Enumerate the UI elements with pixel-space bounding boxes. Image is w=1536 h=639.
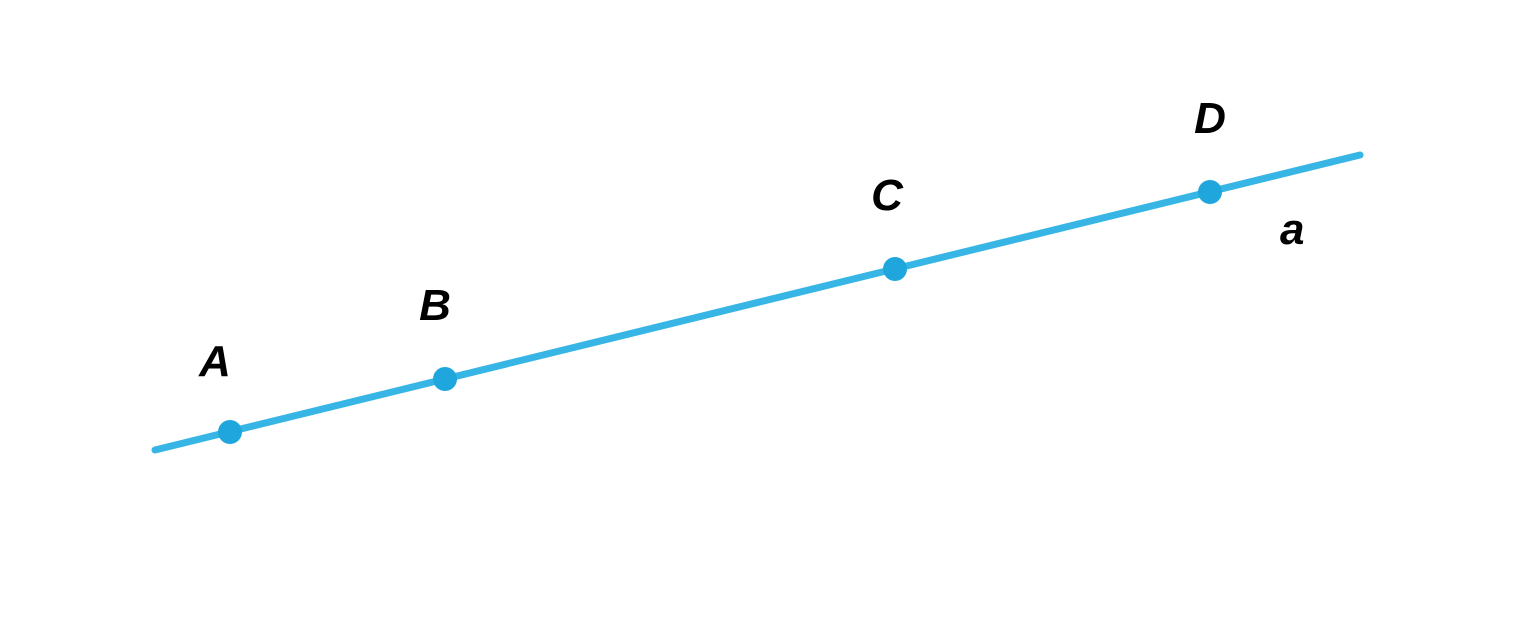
point-label-A: A — [199, 337, 231, 387]
point-label-C: C — [871, 171, 903, 221]
geometry-diagram — [0, 0, 1536, 639]
line-a — [155, 155, 1360, 450]
point-label-D: D — [1194, 94, 1226, 144]
line-label-a: a — [1280, 205, 1304, 255]
point-D — [1198, 180, 1222, 204]
point-B — [433, 367, 457, 391]
point-A — [218, 420, 242, 444]
point-label-B: B — [419, 281, 451, 331]
point-C — [883, 257, 907, 281]
